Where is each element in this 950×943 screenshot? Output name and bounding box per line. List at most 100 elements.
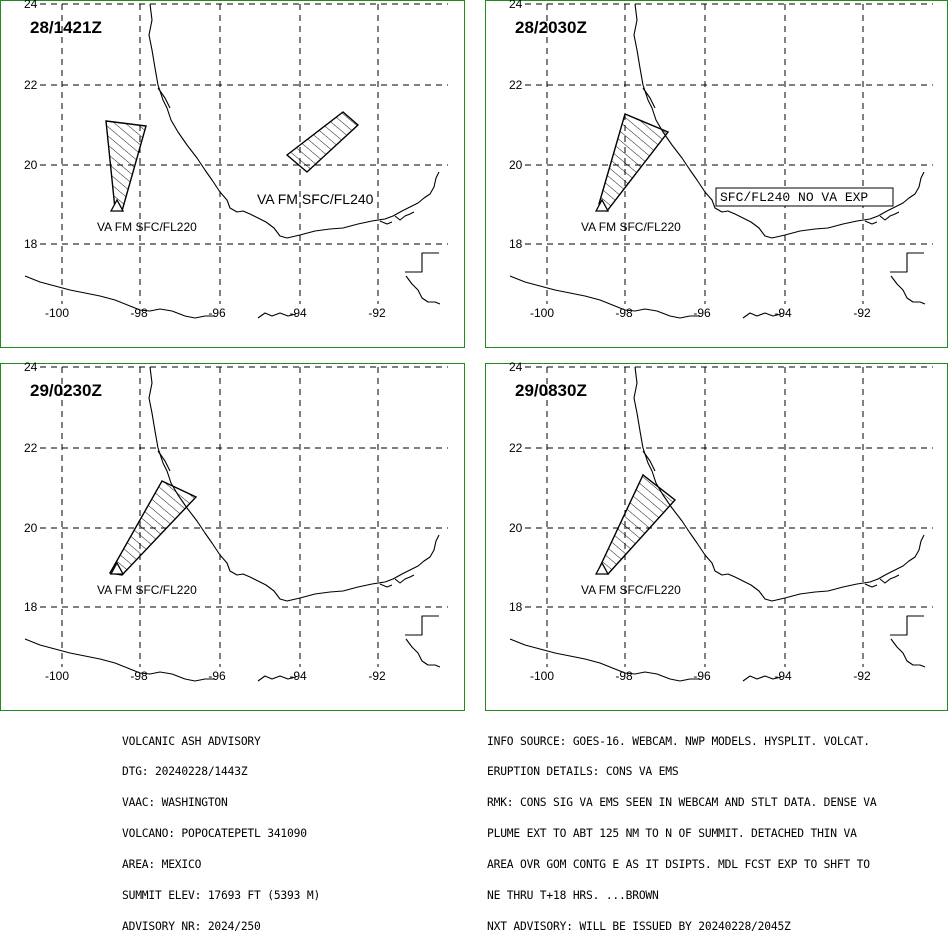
ash-level-label: VA FM SFC/FL240 — [257, 191, 374, 207]
no-ash-expected-label: SFC/FL240 NO VA EXP — [720, 190, 868, 205]
latitude-tick-label: 22 — [24, 441, 38, 455]
longitude-tick-label: -100 — [45, 669, 69, 683]
longitude-tick-label: -92 — [853, 306, 871, 320]
ash-plume-polygon — [598, 113, 670, 213]
advisory-line: NXT ADVISORY: WILL BE ISSUED BY 20240228… — [487, 919, 791, 933]
advisory-line: PLUME EXT TO ABT 125 NM TO N OF SUMMIT. … — [487, 827, 857, 841]
gulf-coastline — [633, 3, 925, 239]
no-ash-expected-box — [715, 187, 894, 207]
yucatan-coastline — [890, 252, 926, 305]
longitude-tick-label: -98 — [130, 669, 148, 683]
latitude-tick-label: 18 — [24, 600, 38, 614]
longitude-tick-label: -92 — [853, 669, 871, 683]
southern-coastline — [742, 312, 782, 319]
pacific-coastline — [509, 638, 700, 682]
longitude-tick-label: -98 — [615, 306, 633, 320]
longitude-tick-label: -94 — [774, 669, 792, 683]
advisory-header-block: VOLCANIC ASH ADVISORY DTG: 20240228/1443… — [122, 716, 320, 943]
advisory-line: AREA: MEXICO — [122, 858, 202, 872]
map-panel-p2: 24 22 20 18 -100 -98 -96 -94 -92 28/2030Z VA FM SF… — [485, 0, 948, 348]
yucatan-coastline — [890, 615, 926, 668]
longitude-tick-label: -100 — [45, 306, 69, 320]
advisory-line: AREA OVR GOM CONTG E AS IT DSIPTS. MDL F… — [487, 858, 870, 872]
advisory-line: ERUPTION DETAILS: CONS VA EMS — [487, 765, 679, 779]
coastal-lagoon — [157, 87, 415, 225]
advisory-line: ADVISORY NR: 2024/250 — [122, 919, 261, 933]
longitude-tick-label: -100 — [530, 669, 554, 683]
ash-plume-polygon — [595, 473, 677, 575]
southern-coastline — [257, 675, 297, 682]
panel-time-label: 29/0830Z — [515, 381, 587, 400]
latitude-tick-label: 22 — [509, 78, 523, 92]
longitude-tick-label: -94 — [289, 306, 307, 320]
map-panel-p4: 24 22 20 18 -100 -98 -96 -94 -92 29/0830Z VA FM SF… — [485, 360, 948, 711]
panel-frame — [485, 363, 948, 711]
latitude-tick-label: 22 — [24, 78, 38, 92]
latitude-tick-label: 20 — [509, 158, 523, 172]
longitude-tick-label: -96 — [693, 669, 711, 683]
latitude-tick-label: 22 — [509, 441, 523, 455]
longitude-tick-label: -96 — [208, 306, 226, 320]
coastal-lagoon — [642, 450, 900, 588]
longitude-tick-label: -94 — [289, 669, 307, 683]
panel-frame — [485, 0, 948, 348]
volcano-marker-icon — [109, 561, 125, 575]
advisory-line: DTG: 20240228/1443Z — [122, 765, 248, 779]
volcano-marker-icon — [109, 198, 125, 212]
coastal-lagoon — [642, 87, 900, 225]
detached-ash-area-polygon — [285, 111, 360, 173]
coastal-lagoon — [157, 450, 415, 588]
volcano-marker-icon — [594, 198, 610, 212]
latitude-tick-label: 24 — [24, 360, 38, 374]
latitude-tick-label: 18 — [24, 237, 38, 251]
yucatan-coastline — [405, 615, 441, 668]
advisory-remarks-block: INFO SOURCE: GOES-16. WEBCAM. NWP MODELS… — [487, 716, 947, 943]
ash-level-label: VA FM SFC/FL220 — [581, 220, 681, 234]
panel-frame — [0, 0, 465, 348]
volcano-marker-icon — [594, 561, 610, 575]
gulf-coastline — [633, 366, 925, 602]
longitude-tick-label: -92 — [368, 669, 386, 683]
map-panel-p1: 24 22 20 18 -100 -98 -96 -94 -92 28/1421Z VA FM SF… — [0, 0, 465, 348]
longitude-tick-label: -96 — [208, 669, 226, 683]
longitude-tick-label: -98 — [615, 669, 633, 683]
advisory-line: RMK: CONS SIG VA EMS SEEN IN WEBCAM AND … — [487, 796, 877, 810]
latitude-tick-label: 24 — [509, 360, 523, 374]
advisory-line: NE THRU T+18 HRS. ...BROWN — [487, 889, 659, 903]
ash-plume-polygon — [105, 120, 147, 212]
volcanic-ash-map-panels: 24 22 20 18 -100 -98 -96 -94 -92 28/1421Z VA FM SF… — [0, 0, 948, 711]
gulf-coastline — [148, 366, 440, 602]
map-panel-p3: 24 22 20 18 -100 -98 -96 -94 -92 29/0230Z VA FM SF… — [0, 360, 465, 711]
panel-time-label: 29/0230Z — [30, 381, 102, 400]
ash-level-label: VA FM SFC/FL220 — [97, 220, 197, 234]
latitude-tick-label: 20 — [24, 521, 38, 535]
advisory-line: INFO SOURCE: GOES-16. WEBCAM. NWP MODELS… — [487, 734, 870, 748]
advisory-line: VOLCANO: POPOCATEPETL 341090 — [122, 827, 307, 841]
ash-level-label: VA FM SFC/FL220 — [581, 583, 681, 597]
latitude-tick-label: 18 — [509, 237, 523, 251]
panel-time-label: 28/2030Z — [515, 18, 587, 37]
southern-coastline — [257, 312, 297, 319]
latitude-tick-label: 24 — [24, 0, 38, 11]
pacific-coastline — [24, 638, 215, 682]
pacific-coastline — [24, 275, 215, 319]
panel-time-label: 28/1421Z — [30, 18, 102, 37]
longitude-tick-label: -92 — [368, 306, 386, 320]
gulf-coastline — [148, 3, 440, 239]
latitude-tick-label: 24 — [509, 0, 523, 11]
advisory-line: VOLCANIC ASH ADVISORY — [122, 734, 261, 748]
yucatan-coastline — [405, 252, 441, 305]
longitude-tick-label: -100 — [530, 306, 554, 320]
advisory-line: VAAC: WASHINGTON — [122, 796, 228, 810]
panel-frame — [0, 363, 465, 711]
latitude-tick-label: 20 — [24, 158, 38, 172]
southern-coastline — [742, 675, 782, 682]
ash-level-label: VA FM SFC/FL220 — [97, 583, 197, 597]
pacific-coastline — [509, 275, 700, 319]
longitude-tick-label: -96 — [693, 306, 711, 320]
longitude-tick-label: -98 — [130, 306, 148, 320]
advisory-line: SUMMIT ELEV: 17693 FT (5393 M) — [122, 889, 321, 903]
latitude-tick-label: 18 — [509, 600, 523, 614]
latitude-tick-label: 20 — [509, 521, 523, 535]
longitude-tick-label: -94 — [774, 306, 792, 320]
